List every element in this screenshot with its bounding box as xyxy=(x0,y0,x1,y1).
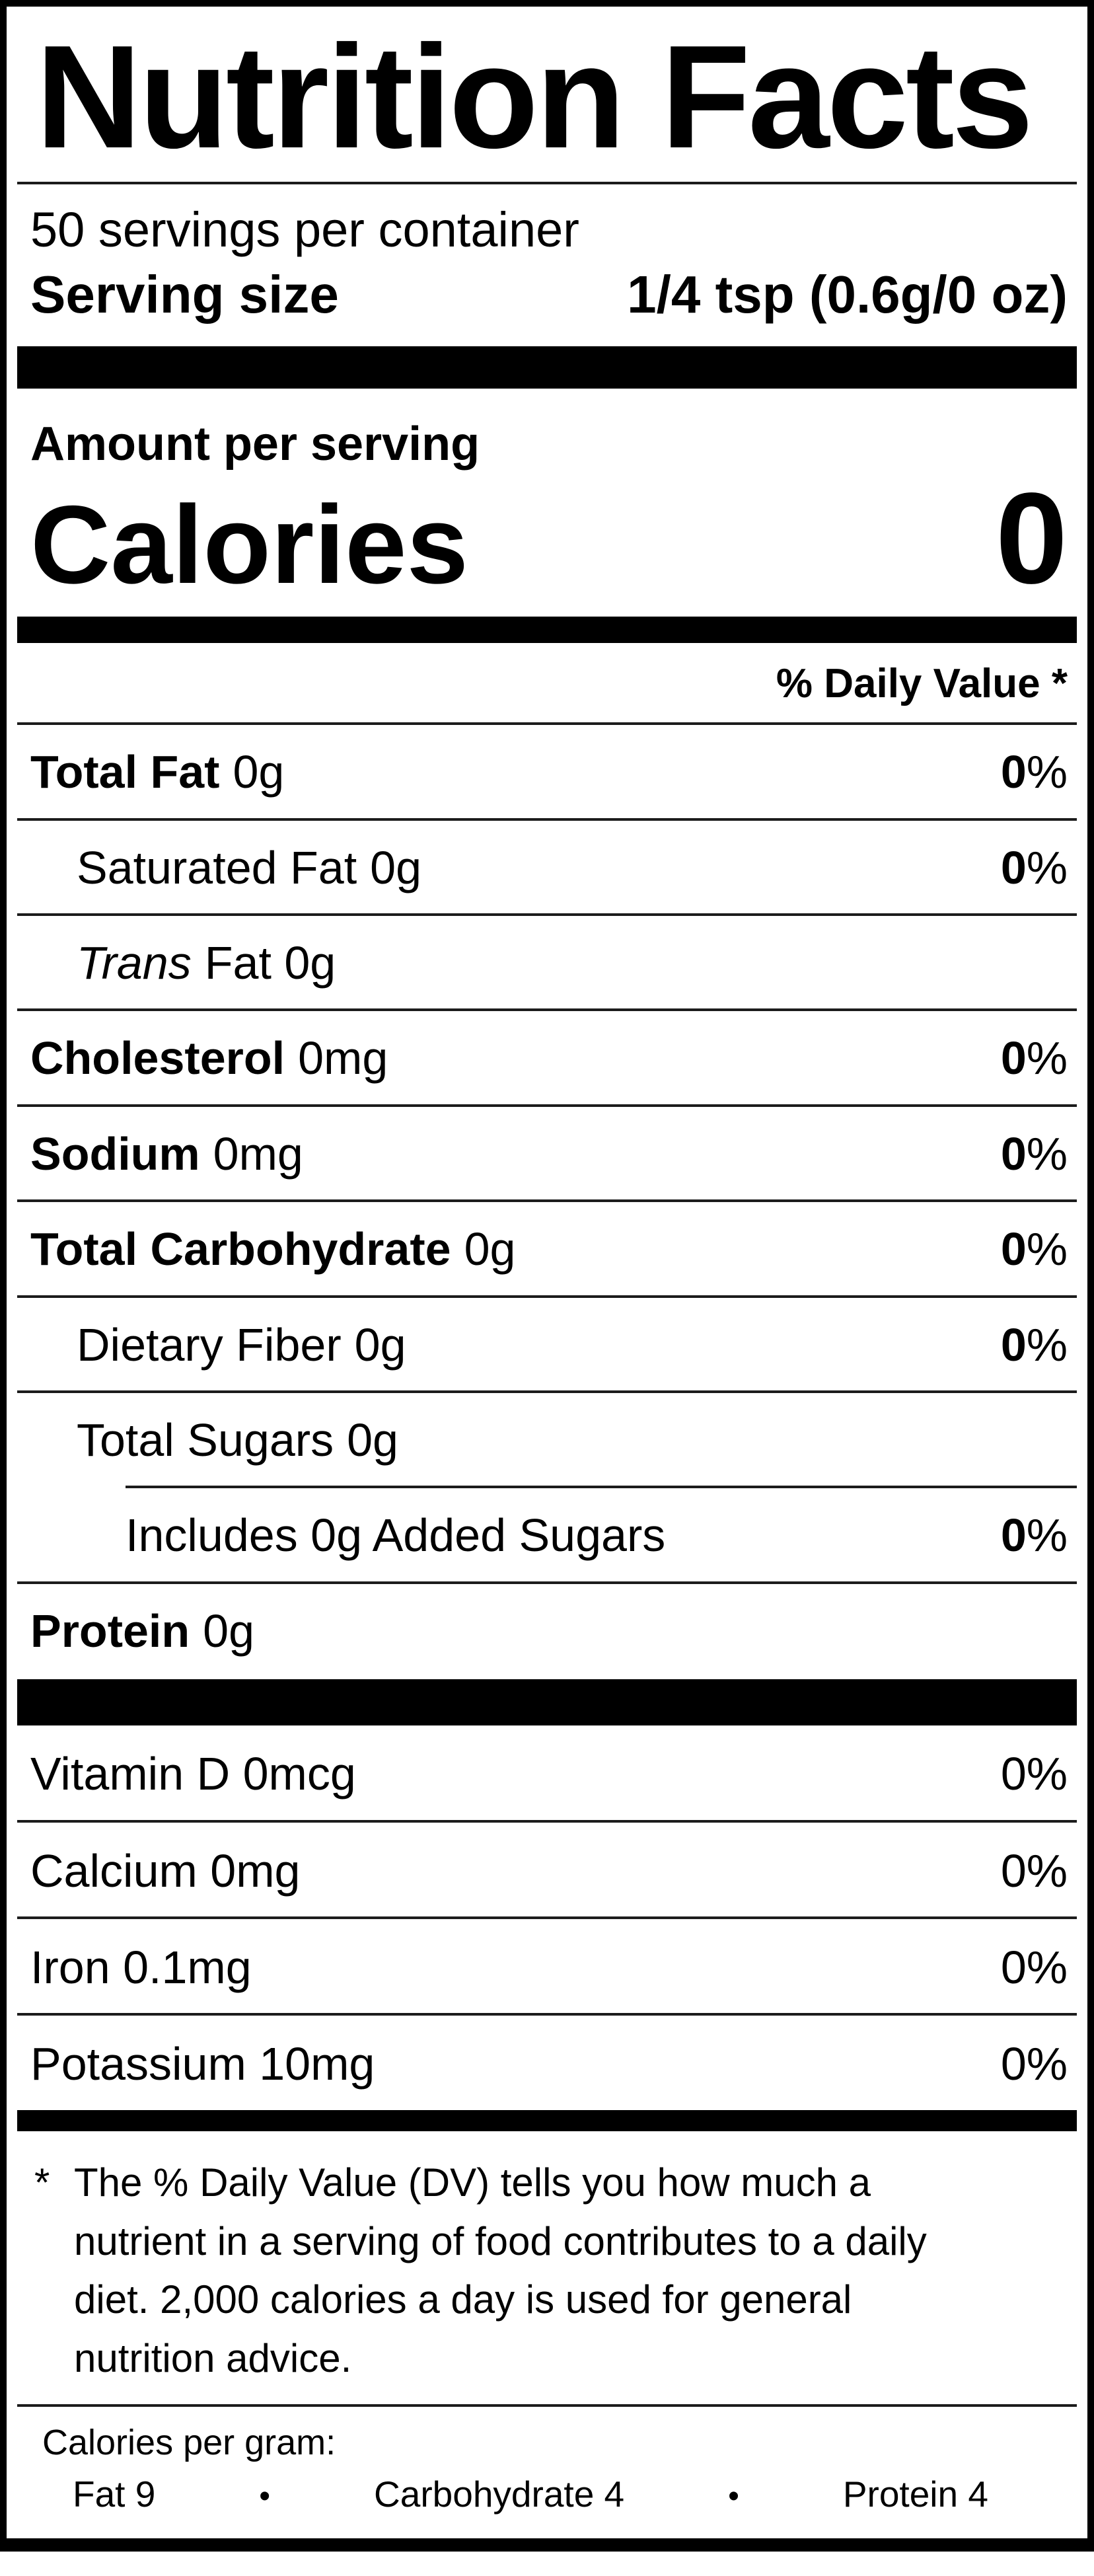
nutrient-row-total-sugars: Total Sugars 0g xyxy=(7,1393,1087,1486)
calories-per-gram-heading: Calories per gram: xyxy=(42,2422,336,2462)
nutrient-daily-value: 0% xyxy=(1000,1941,1068,1993)
calories-per-gram-fat: Fat 9 xyxy=(73,2473,156,2515)
divider xyxy=(17,2013,1077,2016)
label-title: Nutrition Facts xyxy=(36,15,1033,179)
calories-value: 0 xyxy=(995,466,1068,611)
nutrient-daily-value: 0% xyxy=(1000,1748,1068,1800)
nutrient-amount: 0g xyxy=(233,746,285,798)
nutrient-amount: 0g xyxy=(347,1414,398,1466)
nutrient-row-sodium: Sodium 0mg 0% xyxy=(7,1107,1087,1199)
nutrient-row-protein: Protein 0g xyxy=(7,1584,1087,1679)
thick-bar xyxy=(17,346,1077,389)
micronutrient-row-calcium: Calcium 0mg 0% xyxy=(7,1823,1087,1916)
nutrient-row-trans-fat: Trans Fat 0g xyxy=(7,916,1087,1008)
nutrient-name: Calcium 0mg xyxy=(30,1844,301,1897)
nutrient-daily-value: 0% xyxy=(1000,1223,1068,1275)
bullet-separator: • xyxy=(728,2478,739,2514)
divider xyxy=(17,817,1077,821)
divider xyxy=(17,1390,1077,1393)
calories-per-gram-row: Fat 9 • Carbohydrate 4 • Protein 4 xyxy=(7,2464,1087,2538)
nutrient-name: Cholesterol xyxy=(30,1032,285,1084)
nutrient-name: Total Sugars xyxy=(77,1414,334,1466)
medium-bar xyxy=(17,617,1077,644)
divider xyxy=(17,913,1077,917)
nutrient-amount: 0g xyxy=(354,1318,406,1371)
nutrient-row-added-sugars: Includes 0g Added Sugars 0% xyxy=(7,1488,1087,1581)
micronutrient-row-vitamin-d: Vitamin D 0mcg 0% xyxy=(7,1725,1087,1819)
nutrient-name: Total Fat xyxy=(30,746,220,798)
nutrient-amount: 0mg xyxy=(298,1032,388,1084)
nutrient-name: Total Carbohydrate xyxy=(30,1223,451,1275)
nutrient-name: Vitamin D 0mcg xyxy=(30,1748,356,1800)
divider xyxy=(17,1581,1077,1584)
nutrient-amount: 0mg xyxy=(213,1127,303,1180)
nutrient-name: Sodium xyxy=(30,1127,200,1180)
micronutrient-row-iron: Iron 0.1mg 0% xyxy=(7,1919,1087,2013)
nutrient-name: Iron 0.1mg xyxy=(30,1941,252,1993)
calories-per-gram-protein: Protein 4 xyxy=(842,2473,988,2515)
nutrient-amount: 0g xyxy=(370,841,422,893)
divider xyxy=(17,1199,1077,1203)
divider xyxy=(17,2404,1077,2407)
nutrient-name: Saturated Fat xyxy=(77,841,357,893)
nutrient-name: Potassium 10mg xyxy=(30,2038,375,2090)
nutrient-daily-value: 0% xyxy=(1000,2038,1068,2090)
nutrient-row-dietary-fiber: Dietary Fiber 0g 0% xyxy=(7,1298,1087,1390)
thick-bar xyxy=(17,1679,1077,1726)
servings-per-container: 50 servings per container xyxy=(30,202,579,258)
nutrient-row-total-fat: Total Fat 0g 0% xyxy=(7,725,1087,817)
divider xyxy=(17,182,1077,185)
medium-bar xyxy=(17,2109,1077,2131)
nutrient-row-cholesterol: Cholesterol 0mg 0% xyxy=(7,1011,1087,1104)
footnote-asterisk: * xyxy=(34,2160,50,2205)
micronutrient-row-potassium: Potassium 10mg 0% xyxy=(7,2016,1087,2109)
bullet-separator: • xyxy=(259,2478,271,2514)
daily-value-header: % Daily Value * xyxy=(776,661,1068,707)
divider xyxy=(17,1295,1077,1298)
divider xyxy=(17,1916,1077,1919)
daily-value-footnote: * The % Daily Value (DV) tells you how m… xyxy=(7,2131,1087,2404)
divider xyxy=(17,1008,1077,1012)
nutrient-name: Protein xyxy=(30,1605,190,1657)
nutrient-daily-value: 0% xyxy=(1000,1032,1068,1084)
serving-size-row: Serving size 1/4 tsp (0.6g/0 oz) xyxy=(7,258,1087,346)
nutrient-daily-value: 0% xyxy=(1000,841,1068,893)
divider xyxy=(17,1819,1077,1823)
footnote-text: The % Daily Value (DV) tells you how muc… xyxy=(74,2160,927,2381)
nutrient-name: Trans xyxy=(77,937,192,989)
nutrient-row-total-carbohydrate: Total Carbohydrate 0g 0% xyxy=(7,1202,1087,1295)
calories-label: Calories xyxy=(30,482,468,607)
amount-per-serving-label: Amount per serving xyxy=(30,418,480,471)
divider xyxy=(17,722,1077,726)
nutrient-amount: 0g xyxy=(464,1223,516,1275)
divider xyxy=(17,1104,1077,1107)
nutrient-daily-value: 0% xyxy=(1000,1127,1068,1180)
nutrient-name: Includes 0g Added Sugars xyxy=(126,1509,666,1562)
nutrient-amount: Fat 0g xyxy=(204,937,336,989)
calories-row: Calories 0 xyxy=(7,471,1087,617)
serving-size-label: Serving size xyxy=(30,265,339,324)
nutrient-daily-value: 0% xyxy=(1000,746,1068,798)
nutrient-daily-value: 0% xyxy=(1000,1318,1068,1371)
nutrient-name: Dietary Fiber xyxy=(77,1318,342,1371)
nutrient-amount: 0g xyxy=(203,1605,255,1657)
nutrient-daily-value: 0% xyxy=(1000,1844,1068,1897)
serving-size-value: 1/4 tsp (0.6g/0 oz) xyxy=(627,265,1068,324)
nutrient-row-saturated-fat: Saturated Fat 0g 0% xyxy=(7,821,1087,913)
calories-per-gram-carbohydrate: Carbohydrate 4 xyxy=(374,2473,625,2515)
nutrient-daily-value: 0% xyxy=(1000,1509,1068,1562)
divider-indented xyxy=(126,1486,1077,1489)
